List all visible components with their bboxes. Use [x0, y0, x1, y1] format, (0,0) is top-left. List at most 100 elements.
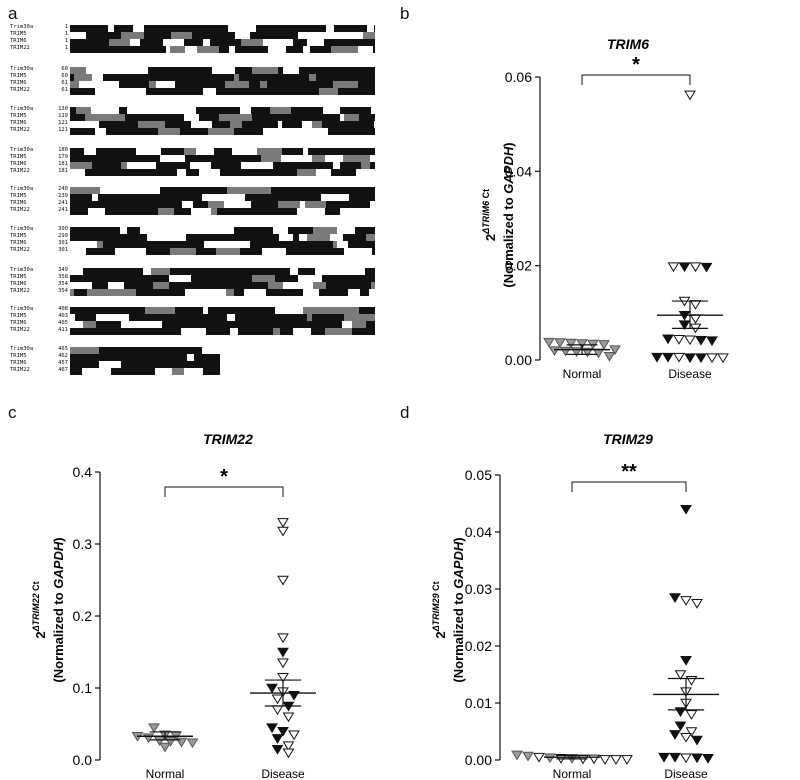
sequence-name: TRIM5: [10, 113, 27, 119]
alignment-row: TRIM6 301: [10, 240, 380, 248]
sequence-residues: [70, 74, 375, 81]
y-label-base: 2: [433, 631, 448, 638]
data-point: [674, 721, 687, 732]
sequence-start-position: 239: [58, 193, 68, 199]
y-tick-label: 0.02: [505, 258, 532, 274]
sequence-name: TRIM6: [10, 80, 27, 86]
alignment-row: TRIM22 241: [10, 207, 380, 215]
alignment-row: TRIM22 121: [10, 127, 380, 135]
alignment-row: TRIM6 1: [10, 38, 380, 46]
sequence-start-position: 60: [61, 73, 68, 79]
sequence-start-position: 301: [58, 247, 68, 253]
data-point: [685, 727, 698, 737]
data-point: [669, 730, 681, 740]
y-label-superscript-ct: Ct: [481, 189, 491, 201]
data-point: [685, 675, 698, 686]
data-point: [603, 351, 616, 362]
alignment-row: TRIM6 121: [10, 120, 380, 128]
sequence-start-position: 411: [58, 327, 68, 333]
sequence-start-position: 180: [58, 147, 68, 153]
sequence-residues: [70, 169, 375, 176]
y-axis-label-line1: 2ΔTRIM22 Ct: [31, 581, 48, 638]
sequence-residues: [70, 114, 375, 121]
data-point: [691, 735, 703, 746]
alignment-row: Trim30a 408: [10, 306, 380, 314]
sequence-residues: [70, 268, 375, 275]
sequence-start-position: 403: [58, 313, 68, 319]
sequence-name: Trim30a: [10, 226, 34, 232]
alignment-row: TRIM22 467: [10, 367, 380, 375]
y-axis-label: 2ΔTRIM22 Ct(Normalized to GAPDH): [31, 537, 66, 682]
y-axis-label: 2ΔTRIM6 Ct (Normalized to GAPDH): [481, 142, 516, 287]
y-label-close: ): [501, 142, 516, 146]
data-point: [599, 755, 611, 765]
sequence-residues: [70, 107, 375, 114]
y-label-gapdh: GAPDH: [51, 541, 66, 589]
data-point: [271, 744, 284, 755]
data-point: [689, 314, 702, 324]
sequence-residues: [70, 25, 375, 32]
sequence-residues: [70, 187, 375, 194]
sequence-residues: [70, 241, 375, 248]
y-axis-label: 2ΔTRIM29 Ct(Normalized to GAPDH): [431, 537, 466, 682]
sequence-name: TRIM5: [10, 73, 27, 79]
y-axis-label-line1: 2ΔTRIM29 Ct: [431, 581, 448, 638]
x-category-label: Disease: [668, 367, 712, 381]
sequence-start-position: 130: [58, 106, 68, 112]
sequence-residues: [70, 121, 375, 128]
sequence-name: TRIM5: [10, 313, 27, 319]
sequence-start-position: 60: [61, 66, 68, 72]
sequence-start-position: 119: [58, 113, 68, 119]
data-point: [142, 733, 155, 744]
y-label-superscript-gene: ΔTRIM6: [481, 200, 491, 235]
data-point: [685, 710, 698, 720]
sequence-name: TRIM5: [10, 353, 27, 359]
sequence-residues: [70, 368, 220, 375]
sequence-residues: [70, 81, 375, 88]
sequence-name: TRIM5: [10, 274, 27, 280]
significance-bracket: [581, 74, 691, 85]
y-tick-label: 0.3: [73, 536, 93, 552]
alignment-row: TRIM5 60: [10, 73, 380, 81]
alignment-row: Trim30a 180: [10, 147, 380, 155]
alignment-row: Trim30a 240: [10, 186, 380, 194]
y-tick-label: 0.00: [465, 752, 492, 768]
data-point: [266, 723, 278, 734]
y-axis-label-line2: (Normalized to GAPDH): [501, 142, 516, 287]
data-point: [684, 335, 696, 346]
sequence-residues: [70, 289, 375, 296]
sequence-start-position: 181: [58, 168, 68, 174]
sequence-residues: [70, 354, 220, 361]
sequence-start-position: 405: [58, 320, 68, 326]
sequence-name: TRIM6: [10, 320, 27, 326]
panel-label-d: d: [400, 403, 410, 422]
y-label-close: ): [451, 537, 466, 541]
sequence-name: Trim30a: [10, 267, 34, 273]
y-label-normalized: (Normalized to: [51, 589, 66, 683]
data-point: [674, 707, 687, 718]
sequence-start-position: 121: [58, 120, 68, 126]
data-point: [554, 338, 566, 349]
alignment-row: TRIM5 462: [10, 353, 380, 361]
data-point: [702, 754, 714, 764]
data-point: [662, 334, 674, 345]
data-point: [678, 262, 691, 273]
sequence-name: TRIM6: [10, 281, 27, 287]
data-point: [282, 741, 295, 752]
panel-label-c: c: [8, 403, 17, 422]
data-point: [277, 518, 289, 528]
alignment-row: Trim30a 300: [10, 226, 380, 234]
y-label-base: 2: [33, 631, 48, 638]
significance-bracket: [164, 486, 284, 497]
sequence-name: Trim30a: [10, 306, 34, 312]
chart-title: TRIM6: [607, 36, 649, 52]
alignment-row: TRIM22 61: [10, 87, 380, 95]
data-point: [680, 753, 692, 764]
y-label-superscript-gene: ΔTRIM22: [31, 593, 41, 632]
data-point: [669, 752, 681, 763]
sequence-name: TRIM6: [10, 120, 27, 126]
sequence-residues: [70, 275, 375, 282]
alignment-row: Trim30a 60: [10, 66, 380, 74]
data-point: [277, 526, 289, 537]
